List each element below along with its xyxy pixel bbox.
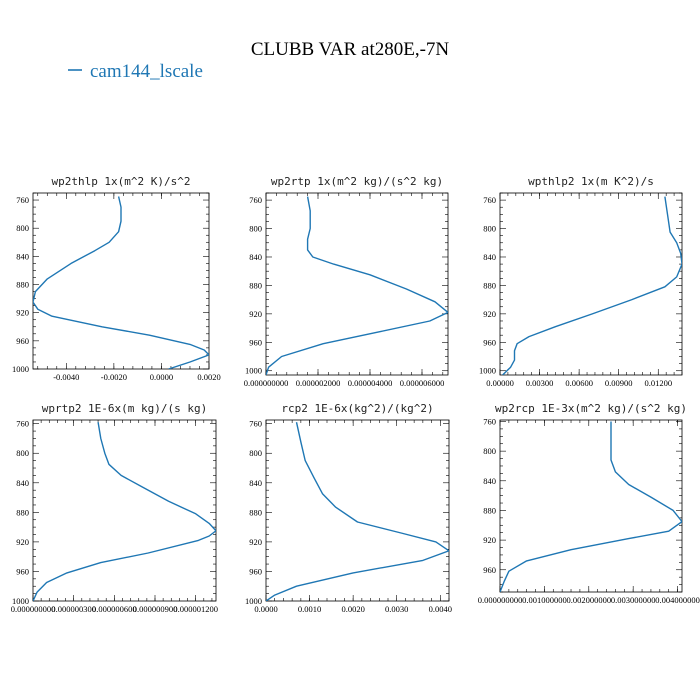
y-tick-label: 880 — [483, 280, 496, 290]
x-tick-label: 0.0000 — [150, 372, 173, 382]
plot-frame — [265, 192, 449, 376]
x-tick-label: 0.000000000 — [11, 604, 56, 614]
y-tick-label: 760 — [249, 195, 262, 205]
x-tick-label: 0.000001200 — [173, 604, 218, 614]
x-tick-label: 0.00000 — [486, 378, 514, 388]
y-tick-label: 800 — [16, 448, 29, 458]
y-tick-label: 920 — [483, 535, 496, 545]
subplot-title: wp2thlp 1x(m^2 K)/s^2 — [51, 175, 190, 188]
plot-frame — [499, 419, 683, 593]
figure-title: CLUBB VAR at280E,-7N — [251, 39, 450, 60]
y-tick-label: 1000 — [245, 366, 262, 376]
series-line — [33, 422, 216, 601]
subplot-title: wpthlp2 1x(m K^2)/s — [528, 175, 654, 188]
series-line — [500, 421, 682, 592]
x-tick-label: 0.000000300 — [51, 604, 96, 614]
plot-frame — [32, 419, 217, 602]
y-tick-label: 920 — [483, 309, 496, 319]
subplot-title: wp2rcp 1E-3x(m^2 kg)/(s^2 kg) — [495, 402, 687, 415]
x-tick-label: 0.0000 — [254, 604, 277, 614]
x-tick-label: 0.00600 — [565, 378, 593, 388]
x-tick-label: 0.000006000 — [400, 378, 445, 388]
y-tick-label: 880 — [249, 507, 262, 517]
y-tick-label: 920 — [16, 308, 29, 318]
y-tick-label: 840 — [483, 252, 496, 262]
y-tick-label: 760 — [16, 195, 29, 205]
x-tick-label: 0.0020 — [341, 604, 364, 614]
x-tick-label: -0.0040 — [53, 372, 79, 382]
subplot-title: wprtp2 1E-6x(m kg)/(s kg) — [42, 402, 208, 415]
subplot-5: rcp2 1E-6x(kg^2)/(kg^2) 760 800 840 880 920 96… — [245, 402, 452, 614]
x-tick-label: 0.0030 — [385, 604, 408, 614]
x-tick-label: 0.000000600 — [92, 604, 137, 614]
x-tick-label: 0.003000000 — [611, 595, 656, 605]
x-tick-label: 0.00300 — [526, 378, 554, 388]
y-tick-label: 800 — [16, 223, 29, 233]
x-tick-label: 0.001000000 — [522, 595, 567, 605]
y-tick-label: 960 — [249, 337, 262, 347]
y-tick-label: 800 — [483, 446, 496, 456]
plot-frame — [499, 192, 683, 376]
y-tick-label: 840 — [16, 478, 29, 488]
subplot-title: rcp2 1E-6x(kg^2)/(kg^2) — [281, 402, 433, 415]
y-tick-label: 960 — [483, 337, 496, 347]
y-tick-label: 880 — [16, 280, 29, 290]
x-tick-label: 0.000004000 — [348, 378, 393, 388]
y-tick-label: 840 — [249, 478, 262, 488]
y-tick-label: 960 — [16, 336, 29, 346]
series-line — [266, 422, 449, 601]
x-tick-label: 0.002000000 — [566, 595, 611, 605]
y-tick-label: 880 — [483, 505, 496, 515]
subplot-6: wp2rcp 1E-3x(m^2 kg)/(s^2 kg)760 800 840 88… — [478, 402, 700, 605]
y-tick-label: 800 — [483, 224, 496, 234]
y-tick-label: 1000 — [12, 364, 29, 374]
y-tick-label: 880 — [16, 507, 29, 517]
y-tick-label: 800 — [249, 448, 262, 458]
y-tick-label: 960 — [16, 566, 29, 576]
legend-label: cam144_lscale — [90, 61, 203, 82]
subplot-grid: wp2thlp 1x(m^2 K)/s^2 760 800 840 880 920 960 1… — [11, 175, 700, 614]
y-tick-label: 840 — [16, 251, 29, 261]
x-tick-label: 0.0010 — [298, 604, 321, 614]
series-line — [33, 196, 209, 369]
y-tick-label: 760 — [483, 416, 496, 426]
legend: cam144_lscale — [68, 61, 203, 82]
y-tick-label: 1000 — [479, 366, 496, 376]
x-tick-label: -0.0020 — [101, 372, 127, 382]
subplot-1: wp2thlp 1x(m^2 K)/s^2 760 800 840 880 920 960 1… — [12, 175, 221, 382]
y-tick-label: 880 — [249, 280, 262, 290]
y-tick-label: 920 — [16, 537, 29, 547]
x-tick-label: 0.004000000 — [655, 595, 700, 605]
series-line — [266, 196, 448, 375]
x-tick-label: 0.000002000 — [296, 378, 341, 388]
plot-frame — [32, 192, 210, 370]
plot-frame — [265, 419, 450, 602]
y-tick-label: 1000 — [245, 596, 262, 606]
x-tick-label: 0.0020 — [197, 372, 220, 382]
subplot-2: wp2rtp 1x(m^2 kg)/(s^2 kg) 760 800 840 880 92… — [244, 175, 449, 388]
y-tick-label: 840 — [249, 252, 262, 262]
subplot-title: wp2rtp 1x(m^2 kg)/(s^2 kg) — [271, 175, 443, 188]
x-tick-label: 0.000000000 — [478, 595, 523, 605]
x-tick-label: 0.0040 — [429, 604, 452, 614]
y-tick-label: 800 — [249, 224, 262, 234]
subplot-4: wprtp2 1E-6x(m kg)/(s kg) 760 800 840 880 920… — [11, 402, 218, 614]
subplot-3: wpthlp2 1x(m K^2)/s 760 800 840 880 920 960 100… — [479, 175, 683, 388]
y-tick-label: 760 — [249, 419, 262, 429]
y-tick-label: 960 — [483, 565, 496, 575]
y-tick-label: 920 — [249, 537, 262, 547]
y-tick-label: 960 — [249, 566, 262, 576]
series-line — [502, 196, 682, 375]
y-tick-label: 1000 — [12, 596, 29, 606]
y-tick-label: 920 — [249, 309, 262, 319]
x-tick-label: 0.01200 — [644, 378, 672, 388]
x-tick-label: 0.000000900 — [133, 604, 178, 614]
x-tick-label: 0.00900 — [605, 378, 633, 388]
y-tick-label: 760 — [16, 419, 29, 429]
x-tick-label: 0.000000000 — [244, 378, 289, 388]
y-tick-label: 760 — [483, 195, 496, 205]
y-tick-label: 840 — [483, 476, 496, 486]
